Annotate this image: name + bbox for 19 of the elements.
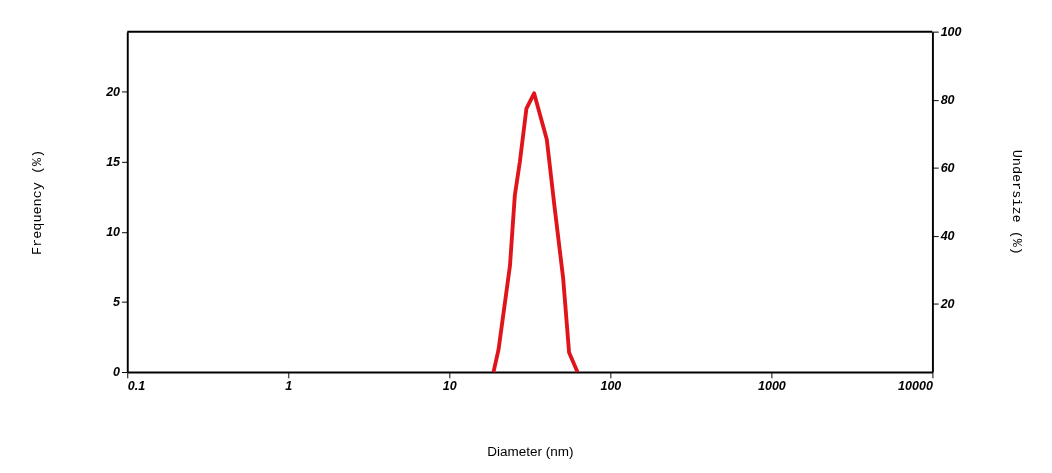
y-axis-title: Frequency (%)	[29, 149, 45, 255]
y2-tick-label: 60	[940, 161, 955, 176]
y2-tick-label: 80	[940, 93, 955, 108]
x-tick-label: 100	[600, 378, 622, 393]
y-tick-label: 5	[113, 295, 122, 310]
x-tick-label: 10	[442, 378, 457, 393]
y2-axis-title: Undersize (%)	[1008, 149, 1024, 255]
y-tick-label: 15	[106, 155, 122, 170]
x-tick-label: 1000	[757, 378, 786, 393]
y2-tick-label: 40	[939, 229, 955, 244]
y2-tick-label: 20	[939, 297, 955, 312]
x-axis-title: Diameter (nm)	[487, 444, 574, 460]
y-tick-label: 10	[106, 225, 121, 240]
x-tick-label: 10000	[898, 378, 933, 393]
x-tick-label: 1	[285, 378, 293, 393]
y-tick-label: 20	[105, 85, 121, 100]
x-tick-label: 0.1	[127, 378, 146, 393]
y2-tick-label: 100	[940, 25, 962, 40]
y-tick-label: 0	[113, 365, 121, 380]
